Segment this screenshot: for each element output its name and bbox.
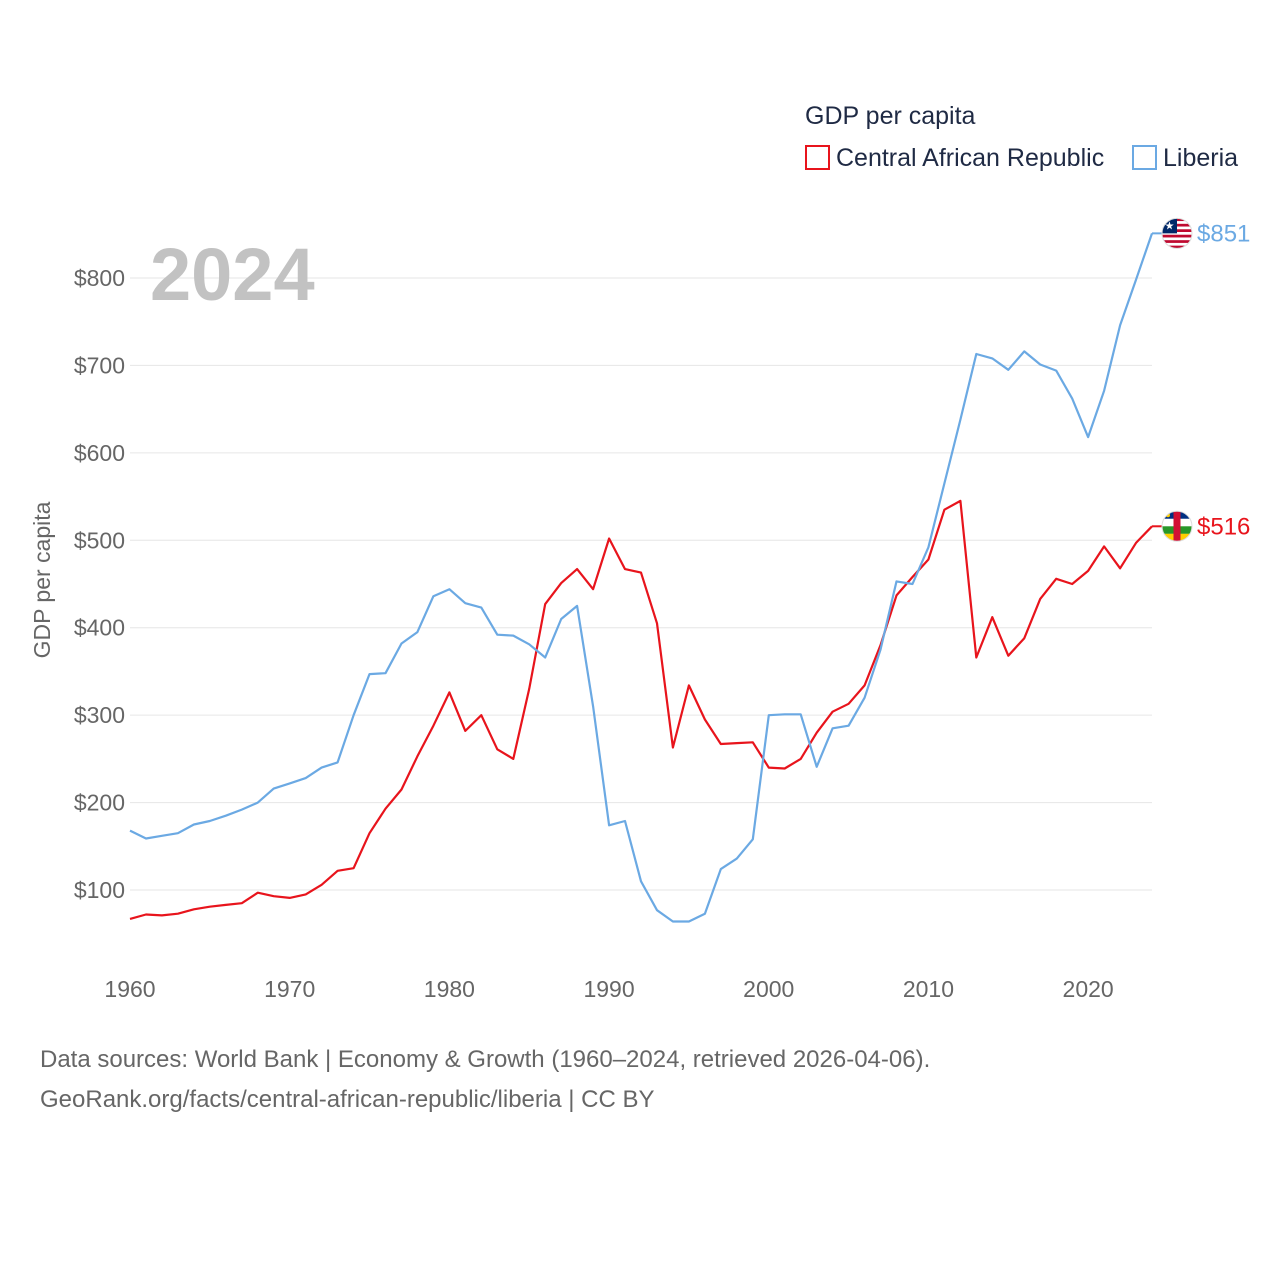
gdp-line-chart: $100 $200 $300 $400 $500 $600 $700 $800 1960 197…: [29, 102, 1250, 1002]
y-tick-label: $500: [74, 527, 125, 553]
end-value-label-central-african-republic: $516: [1197, 513, 1250, 540]
x-tick-label: 1980: [424, 976, 475, 1002]
legend-item-liberia[interactable]: Liberia: [1132, 144, 1238, 172]
year-label: 2024: [150, 233, 315, 316]
y-tick-label: $700: [74, 352, 125, 378]
legend-item-central-african-republic[interactable]: Central African Republic: [805, 144, 1104, 172]
y-axis-title: GDP per capita: [29, 501, 55, 658]
y-tick-label: $200: [74, 790, 125, 816]
x-tick-label: 1990: [583, 976, 634, 1002]
source-note: Data sources: World Bank | Economy & Gro…: [40, 1040, 930, 1120]
x-tick-label: 1960: [104, 976, 155, 1002]
x-tick-label: 2000: [743, 976, 794, 1002]
series-line-central-african-republic: [129, 499, 1153, 920]
series-line-liberia: [129, 233, 1154, 923]
series-lines: [129, 233, 1154, 923]
legend-swatch-central-african-republic: [805, 145, 830, 170]
gridlines: [130, 277, 1152, 891]
x-axis-ticks: 1960 1970 1980 1990 2000 2010 2020: [104, 976, 1113, 1002]
x-tick-label: 2020: [1063, 976, 1114, 1002]
legend-title: GDP per capita: [805, 102, 976, 130]
source-line-2: GeoRank.org/facts/central-african-republ…: [40, 1086, 655, 1113]
end-value-label-liberia: $851: [1197, 220, 1250, 247]
y-tick-label: $800: [74, 265, 125, 291]
central-african-republic-flag-icon: [1161, 510, 1193, 542]
series-end-labels: $516 $851: [1152, 217, 1250, 542]
legend-label-liberia: Liberia: [1163, 144, 1238, 172]
y-tick-label: $600: [74, 440, 125, 466]
x-tick-label: 1970: [264, 976, 315, 1002]
liberia-flag-icon: [1161, 217, 1193, 249]
y-axis-ticks: $100 $200 $300 $400 $500 $600 $700 $800: [74, 265, 125, 903]
legend-swatch-liberia: [1132, 145, 1157, 170]
y-tick-label: $400: [74, 615, 125, 641]
y-tick-label: $300: [74, 702, 125, 728]
y-tick-label: $100: [74, 877, 125, 903]
source-line-1: Data sources: World Bank | Economy & Gro…: [40, 1046, 931, 1073]
x-tick-label: 2010: [903, 976, 954, 1002]
legend-label-central-african-republic: Central African Republic: [836, 144, 1104, 172]
